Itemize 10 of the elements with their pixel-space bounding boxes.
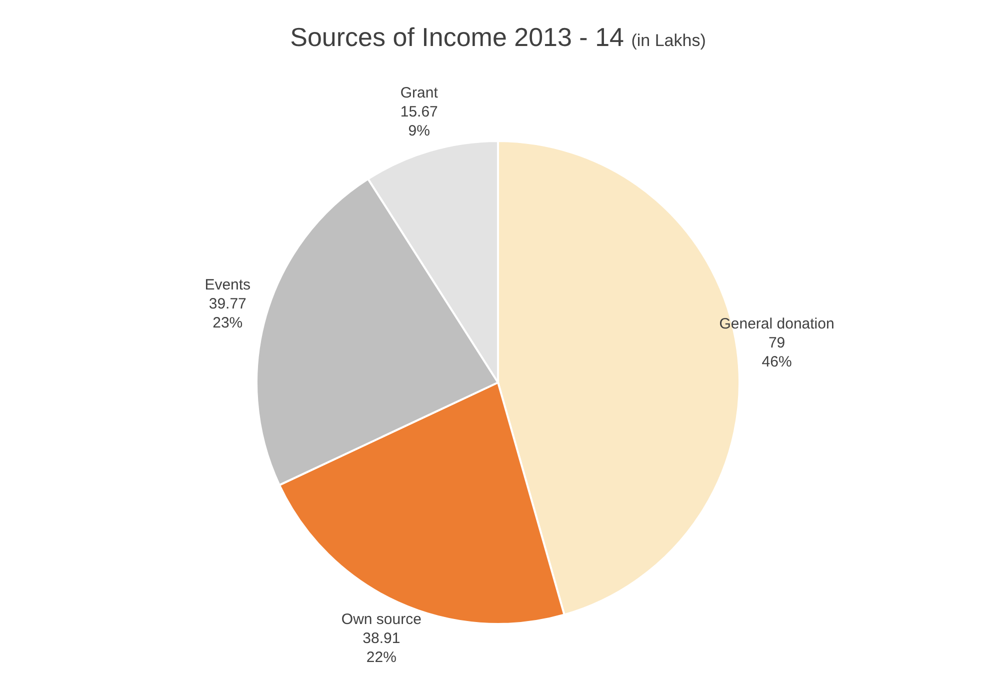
slice-label: Grant: [400, 84, 439, 102]
data-label: 39.77 23%: [208, 295, 246, 332]
slice-label: Own source: [341, 610, 422, 628]
data-label: 79 46%: [762, 334, 792, 371]
slice-label: Events: [204, 276, 251, 294]
slice-label: General donation: [719, 316, 834, 333]
data-label: 15.67 9%: [400, 103, 438, 140]
chart-subtitle: (in Lakhs): [631, 31, 706, 50]
chart-title: Sources of Income 2013 - 14: [290, 22, 624, 52]
data-label: 38.91 22%: [362, 630, 400, 666]
